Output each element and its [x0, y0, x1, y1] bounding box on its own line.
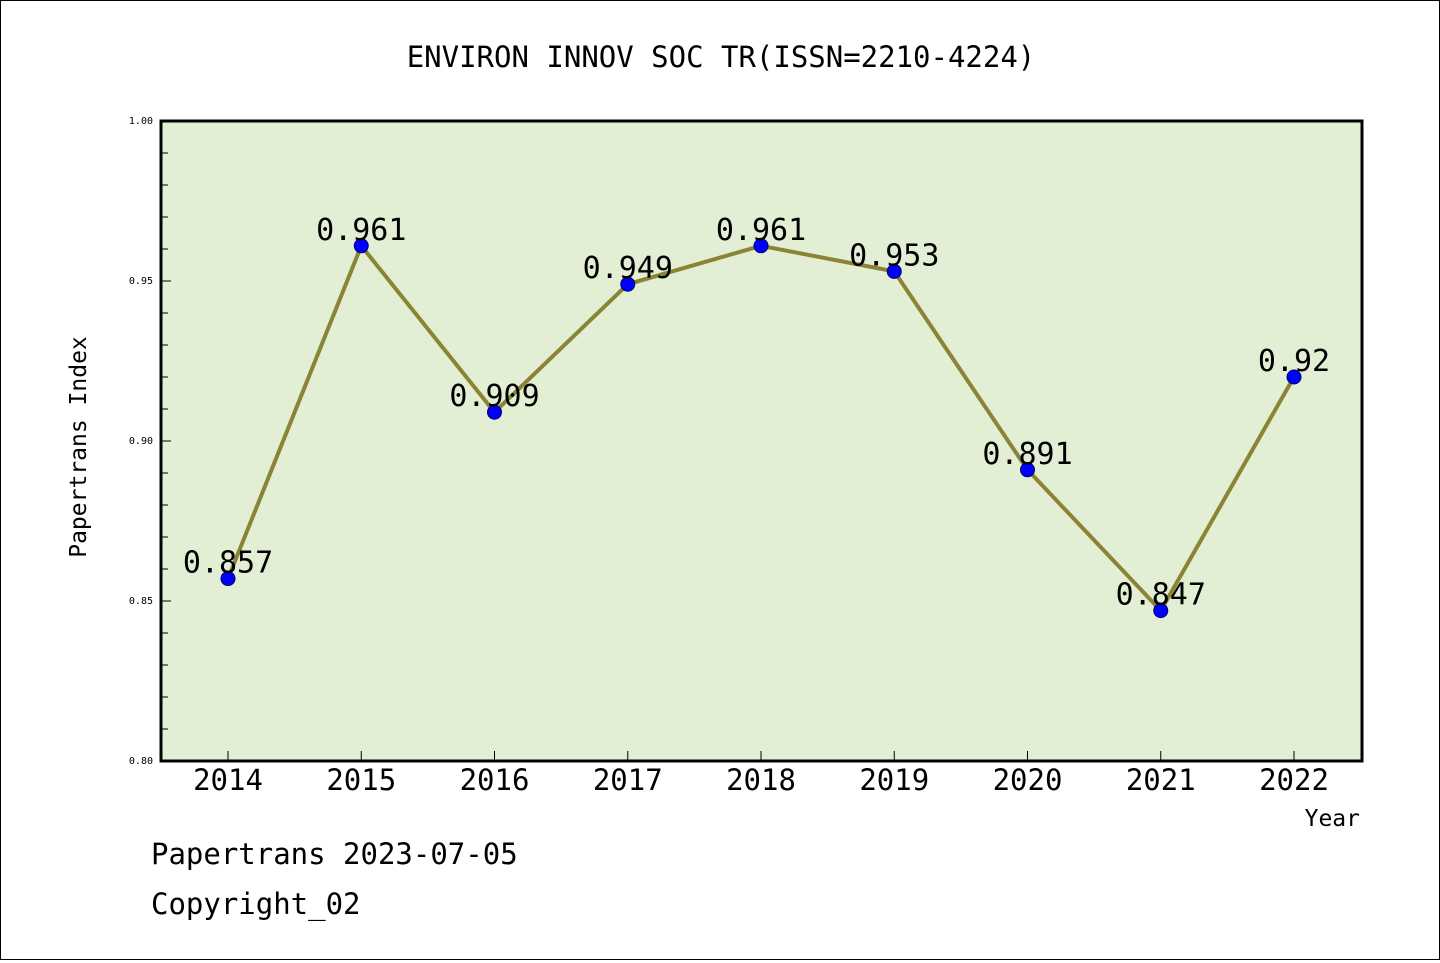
- y-axis-label: Papertrans Index: [66, 336, 92, 558]
- data-labels: 0.857 0.961 0.909 0.949 0.961 0.953 0.891 0.847…: [183, 213, 1330, 613]
- data-point-marker: [487, 404, 502, 420]
- x-axis-tick-labels: 2014 2015 2016 2017 2018 2019 2020 2021 2022: [193, 763, 1329, 797]
- x-tick-label: 2018: [726, 763, 796, 797]
- data-label: 0.92: [1258, 344, 1330, 379]
- x-tick-label: 2017: [593, 763, 663, 797]
- data-label: 0.857: [183, 546, 273, 581]
- x-tick-label: 2021: [1126, 763, 1196, 797]
- plot-area: [161, 121, 1362, 761]
- x-tick-label: 2022: [1259, 763, 1329, 797]
- x-tick-label: 2016: [460, 763, 530, 797]
- data-point-marker: [886, 263, 902, 279]
- y-tick-label: 0.85: [129, 596, 153, 607]
- data-label: 0.953: [849, 238, 939, 273]
- data-label: 0.909: [449, 379, 539, 414]
- data-point-marker: [620, 276, 636, 292]
- data-point-marker: [353, 238, 369, 254]
- x-axis-label: Year: [1305, 806, 1360, 832]
- y-tick-label: 1.00: [129, 116, 153, 127]
- x-tick-label: 2019: [859, 763, 929, 797]
- data-point-marker: [753, 238, 769, 254]
- series-markers: [220, 238, 1302, 619]
- y-tick-label: 0.80: [129, 756, 153, 767]
- x-tick-label: 2014: [193, 763, 263, 797]
- data-point-marker: [1286, 369, 1302, 385]
- data-label: 0.961: [316, 213, 406, 248]
- footer-copyright: Copyright_02: [151, 887, 361, 921]
- data-label: 0.961: [716, 213, 806, 248]
- x-axis-ticks: [227, 751, 1295, 761]
- plot-border: [159, 119, 1364, 763]
- footer-date-line: Papertrans 2023-07-05: [151, 837, 518, 871]
- y-tick-label: 0.95: [129, 276, 153, 287]
- y-axis-tick-labels: 0.80 0.85 0.90 0.95 1.00: [129, 116, 153, 767]
- data-label: 0.949: [583, 251, 673, 286]
- chart-title: ENVIRON INNOV SOC TR(ISSN=2210-4224): [407, 40, 1036, 74]
- data-point-marker: [1020, 462, 1035, 478]
- x-tick-label: 2020: [993, 763, 1063, 797]
- y-tick-label: 0.90: [129, 436, 153, 447]
- data-point-marker: [1153, 603, 1169, 619]
- data-label: 0.847: [1116, 578, 1206, 613]
- x-tick-label: 2015: [326, 763, 396, 797]
- data-label: 0.891: [982, 437, 1072, 472]
- data-point-marker: [220, 571, 236, 587]
